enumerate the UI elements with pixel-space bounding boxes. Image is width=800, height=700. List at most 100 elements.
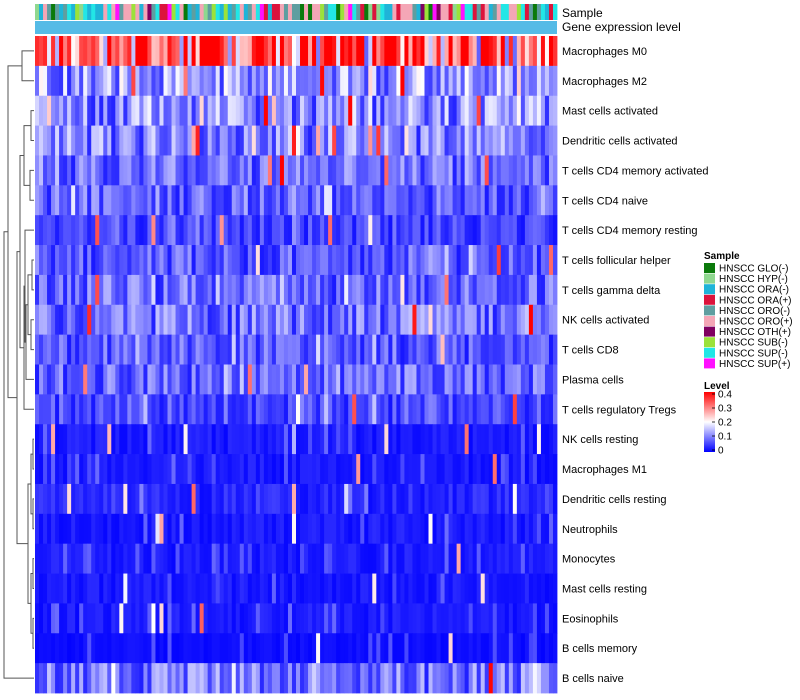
- heatmap-cell: [247, 663, 253, 694]
- heatmap-cell: [59, 155, 64, 186]
- heatmap-cell: [143, 155, 148, 186]
- heatmap-cell: [516, 125, 522, 156]
- heatmap-cell: [55, 543, 60, 574]
- heatmap-cell: [312, 274, 317, 306]
- heatmap-cell: [376, 573, 381, 604]
- heatmap-cell: [143, 633, 148, 664]
- heatmap-cell: [63, 483, 68, 515]
- heatmap-cell: [452, 304, 458, 336]
- heatmap-cell: [147, 334, 152, 365]
- heatmap-cell: [55, 334, 60, 365]
- heatmap-cell: [524, 65, 530, 97]
- heatmap-cell: [247, 155, 253, 186]
- heatmap-cell: [259, 95, 265, 126]
- heatmap-cell: [99, 65, 104, 97]
- heatmap-cell: [536, 424, 542, 455]
- heatmap-cell: [271, 155, 277, 186]
- heatmap-cell: [247, 185, 253, 216]
- heatmap-cell: [440, 364, 445, 395]
- heatmap-cell: [183, 215, 188, 246]
- heatmap-cell: [496, 513, 502, 545]
- heatmap-cell: [336, 185, 341, 216]
- heatmap-cell: [416, 185, 421, 216]
- heatmap-cell: [324, 95, 329, 126]
- sample-annotation-cell: [400, 4, 405, 20]
- heatmap-cell: [67, 334, 72, 365]
- heatmap-cell: [255, 95, 261, 126]
- heatmap-cell: [227, 364, 233, 395]
- heatmap-cell: [215, 663, 221, 694]
- heatmap-cell: [536, 245, 542, 276]
- heatmap-cell: [400, 663, 405, 694]
- heatmap-cell: [67, 513, 72, 545]
- heatmap-cell: [143, 364, 148, 395]
- heatmap-cell: [348, 364, 353, 395]
- heatmap-cell: [91, 573, 96, 604]
- heatmap-cell: [151, 424, 156, 455]
- heatmap-cell: [287, 334, 293, 365]
- heatmap-cell: [183, 513, 188, 545]
- heatmap-cell: [175, 304, 180, 336]
- heatmap-cell: [87, 513, 92, 545]
- heatmap-cell: [243, 364, 249, 395]
- heatmap-cell: [207, 274, 213, 306]
- heatmap-cell: [296, 185, 301, 216]
- heatmap-cell: [191, 603, 197, 634]
- heatmap-cell: [131, 36, 136, 67]
- heatmap-cell: [360, 125, 365, 156]
- heatmap-cell: [532, 245, 538, 276]
- heatmap-cell: [316, 513, 321, 545]
- heatmap-cell: [103, 573, 108, 604]
- heatmap-cell: [316, 36, 321, 67]
- heatmap-cell: [468, 603, 474, 634]
- heatmap-cell: [380, 603, 385, 634]
- heatmap-cell: [480, 454, 486, 485]
- row-label: NK cells resting: [562, 434, 638, 446]
- heatmap-cell: [544, 603, 550, 634]
- heatmap-cell: [143, 245, 148, 276]
- heatmap-cell: [400, 36, 405, 67]
- heatmap-cell: [119, 125, 124, 156]
- heatmap-cell: [400, 424, 405, 455]
- heatmap-cell: [35, 215, 40, 246]
- heatmap-cell: [43, 573, 48, 604]
- heatmap-cell: [43, 304, 48, 336]
- heatmap-cell: [155, 245, 160, 276]
- heatmap-cell: [71, 424, 76, 455]
- heatmap-cell: [428, 215, 433, 246]
- heatmap-cell: [107, 543, 112, 574]
- heatmap-cell: [279, 513, 285, 545]
- heatmap-cell: [215, 364, 221, 395]
- heatmap-cell: [368, 274, 373, 306]
- heatmap-cell: [63, 95, 68, 126]
- heatmap-cell: [344, 95, 349, 126]
- heatmap-cell: [195, 304, 201, 336]
- heatmap-cell: [316, 603, 321, 634]
- heatmap-cell: [143, 95, 148, 126]
- heatmap-cell: [159, 513, 164, 545]
- heatmap-cell: [480, 633, 486, 664]
- heatmap-cell: [480, 483, 486, 515]
- heatmap-cell: [368, 155, 373, 186]
- heatmap-cell: [163, 454, 168, 485]
- heatmap-cell: [167, 424, 172, 455]
- heatmap-cell: [43, 95, 48, 126]
- heatmap-cell: [139, 513, 144, 545]
- heatmap-cell: [528, 573, 534, 604]
- heatmap-cell: [360, 245, 365, 276]
- heatmap-cell: [376, 364, 381, 395]
- heatmap-cell: [115, 663, 120, 694]
- heatmap-cell: [135, 185, 140, 216]
- sample-annotation-cell: [151, 4, 156, 20]
- heatmap-cell: [67, 573, 72, 604]
- heatmap-cell: [111, 125, 116, 156]
- heatmap-cell: [480, 573, 486, 604]
- heatmap-cell: [344, 663, 349, 694]
- heatmap-cell: [211, 304, 217, 336]
- heatmap-cell: [488, 483, 494, 515]
- heatmap-cell: [384, 483, 389, 515]
- heatmap-cell: [532, 483, 538, 515]
- heatmap-cell: [119, 95, 124, 126]
- heatmap-cell: [279, 215, 285, 246]
- heatmap-cell: [43, 454, 48, 485]
